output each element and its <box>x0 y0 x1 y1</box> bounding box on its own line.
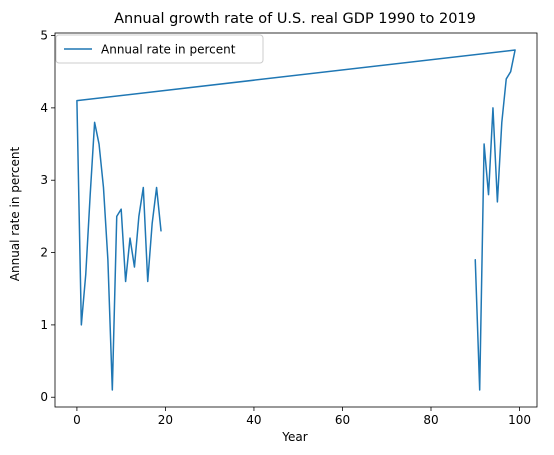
y-tick-label: 3 <box>40 173 48 187</box>
series-line <box>76 49 516 391</box>
chart-title: Annual growth rate of U.S. real GDP 1990… <box>114 11 476 27</box>
x-tick-label: 20 <box>158 413 173 427</box>
x-tick-label: 100 <box>508 413 531 427</box>
x-axis-label: Year <box>281 430 307 444</box>
x-tick-label: 60 <box>335 413 350 427</box>
y-tick-label: 0 <box>40 390 48 404</box>
y-tick-label: 1 <box>40 318 48 332</box>
y-tick-label: 2 <box>40 246 48 260</box>
legend-box <box>55 34 264 64</box>
x-tick-label: 80 <box>423 413 438 427</box>
y-tick-label: 4 <box>40 101 48 115</box>
axis-ticks: 0 20 40 60 80 100 0 1 2 3 4 5 <box>40 29 531 427</box>
x-tick-label: 0 <box>73 413 81 427</box>
plot-area <box>76 49 516 391</box>
legend-label: Annual rate in percent <box>101 43 236 57</box>
legend: Annual rate in percent <box>55 34 264 64</box>
x-tick-label: 40 <box>246 413 261 427</box>
y-axis-label: Annual rate in percent <box>8 146 22 281</box>
plot-frame <box>54 32 538 408</box>
y-tick-label: 5 <box>40 29 48 43</box>
